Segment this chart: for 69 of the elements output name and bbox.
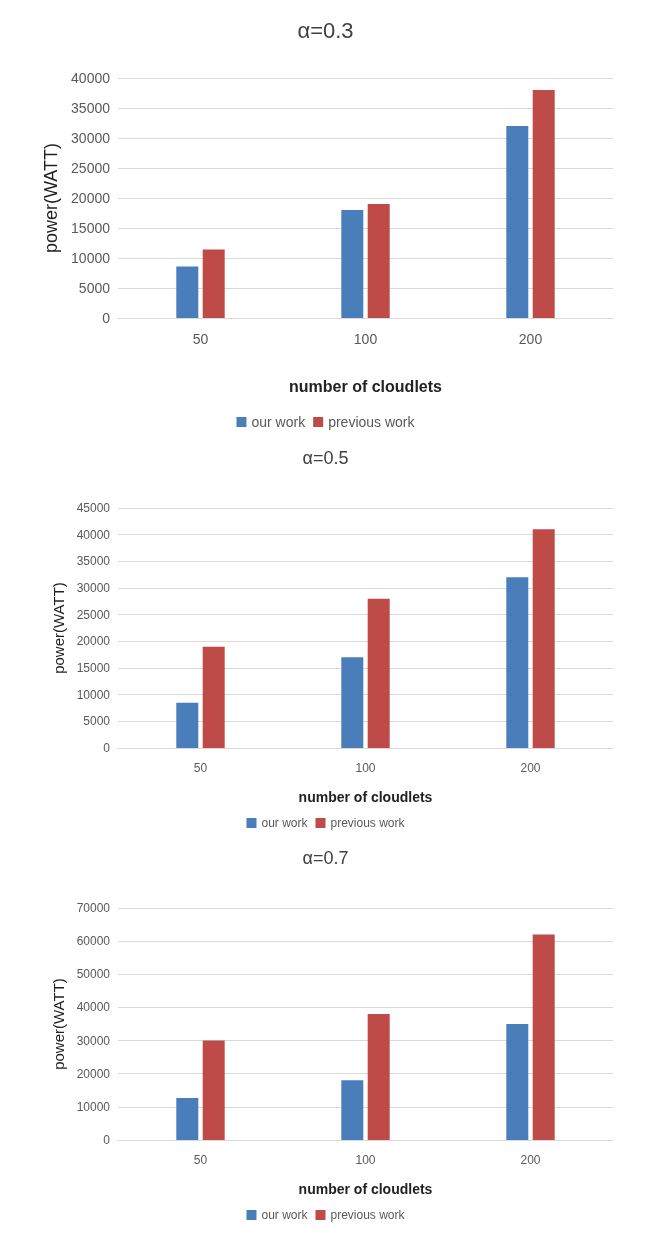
chart-title: α=0.5	[302, 448, 349, 468]
y-tick-label: 70000	[76, 901, 111, 915]
bar	[532, 934, 555, 1140]
bar	[506, 126, 529, 318]
y-tick-label: 30000	[76, 1033, 111, 1048]
bar	[367, 598, 390, 748]
bar	[176, 266, 199, 318]
x-tick-label: 50	[193, 1153, 208, 1167]
x-tick-label: 50	[192, 331, 209, 347]
bar	[367, 204, 390, 318]
legend-label: previous work	[330, 816, 406, 830]
bar	[202, 1040, 225, 1140]
bar	[202, 646, 225, 748]
x-tick-label: 100	[355, 1153, 376, 1167]
x-axis-title: number of cloudlets	[298, 1181, 433, 1197]
y-tick-label: 40000	[71, 70, 111, 86]
y-tick-label: 0	[103, 741, 111, 755]
y-tick-label: 20000	[76, 1066, 111, 1081]
chart-title: α=0.3	[297, 17, 354, 43]
y-tick-label: 10000	[76, 1099, 111, 1114]
y-tick-label: 15000	[71, 220, 111, 236]
y-axis-title: power(WATT)	[49, 978, 67, 1070]
bar	[341, 657, 364, 748]
y-tick-label: 25000	[76, 607, 111, 622]
legend-label: our work	[251, 414, 307, 430]
bar	[367, 1014, 390, 1140]
y-tick-label: 5000	[83, 714, 111, 729]
y-tick-label: 20000	[71, 190, 111, 206]
y-tick-label: 15000	[76, 661, 111, 675]
y-tick-label: 5000	[78, 280, 111, 296]
y-tick-label: 45000	[76, 501, 111, 515]
y-tick-label: 60000	[76, 934, 111, 949]
x-tick-label: 200	[520, 1153, 541, 1167]
bar	[176, 702, 199, 748]
y-tick-label: 40000	[76, 1000, 111, 1015]
bar	[506, 1024, 529, 1140]
y-tick-label: 10000	[71, 250, 111, 266]
y-tick-label: 20000	[76, 634, 111, 649]
y-tick-label: 40000	[76, 527, 111, 542]
x-tick-label: 50	[193, 761, 208, 775]
y-tick-label: 0	[102, 310, 111, 326]
legend-label: our work	[261, 816, 309, 830]
y-tick-label: 35000	[76, 554, 111, 569]
x-tick-label: 200	[520, 761, 541, 775]
x-axis-title: number of cloudlets	[289, 377, 443, 395]
bar	[341, 1080, 364, 1140]
legend-label: previous work	[330, 1208, 406, 1222]
x-tick-label: 100	[355, 761, 376, 775]
bar	[532, 90, 555, 318]
y-tick-label: 30000	[76, 581, 111, 595]
bar	[532, 529, 555, 748]
x-tick-label: 200	[518, 331, 543, 347]
y-axis-title: power(WATT)	[49, 582, 67, 674]
y-tick-label: 30000	[71, 130, 111, 146]
x-tick-label: 100	[353, 331, 378, 347]
y-tick-label: 25000	[71, 160, 111, 176]
y-tick-label: 10000	[76, 687, 111, 702]
bar	[341, 210, 364, 318]
y-axis-title: power(WATT)	[41, 143, 61, 253]
y-tick-label: 50000	[76, 967, 111, 982]
y-tick-label: 35000	[71, 100, 111, 116]
y-tick-label: 0	[103, 1133, 111, 1147]
bar	[176, 1097, 199, 1140]
x-axis-title: number of cloudlets	[298, 789, 433, 805]
bar	[506, 577, 529, 748]
bar	[202, 249, 225, 318]
legend-label: our work	[261, 1208, 309, 1222]
legend-label: previous work	[328, 414, 416, 430]
chart-title: α=0.7	[302, 848, 349, 868]
